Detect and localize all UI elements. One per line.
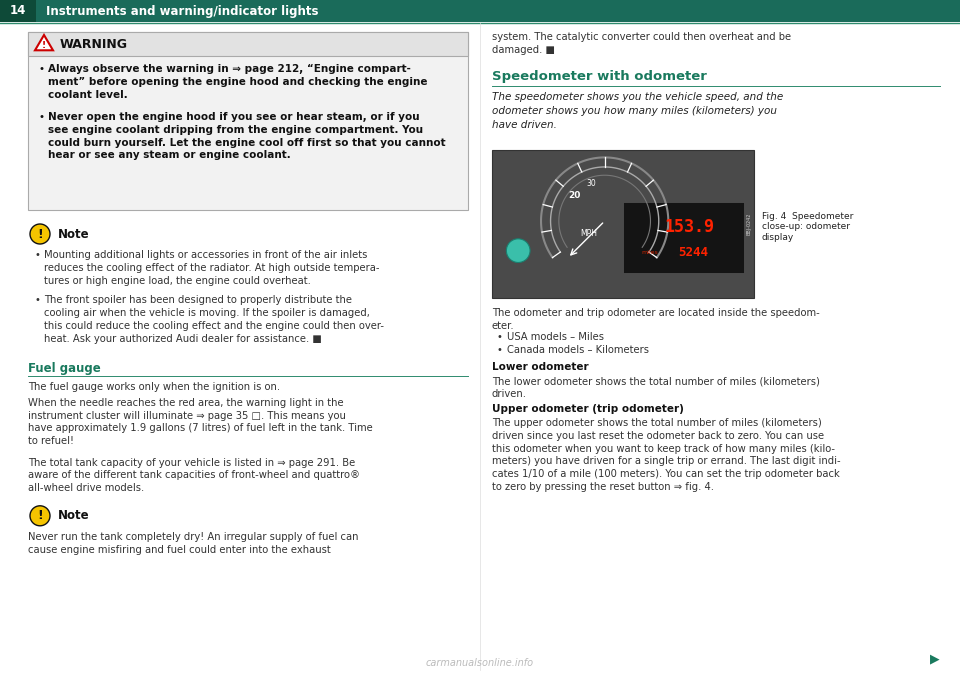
Text: •: • xyxy=(497,332,503,342)
Text: Speedometer with odometer: Speedometer with odometer xyxy=(492,70,707,83)
Text: BBJ-0242: BBJ-0242 xyxy=(747,213,752,235)
Text: The odometer and trip odometer are located inside the speedom-
eter.: The odometer and trip odometer are locat… xyxy=(492,308,820,330)
Circle shape xyxy=(30,506,50,526)
Text: 20: 20 xyxy=(568,191,581,200)
Text: Never open the engine hood if you see or hear steam, or if you
see engine coolan: Never open the engine hood if you see or… xyxy=(48,112,445,160)
Text: !: ! xyxy=(37,228,43,241)
Text: !: ! xyxy=(42,41,46,50)
FancyBboxPatch shape xyxy=(28,32,468,56)
Text: carmanualsonline.info: carmanualsonline.info xyxy=(426,658,534,668)
Text: Instruments and warning/indicator lights: Instruments and warning/indicator lights xyxy=(46,5,319,18)
Text: 30: 30 xyxy=(587,180,596,188)
Text: Fuel gauge: Fuel gauge xyxy=(28,362,101,375)
Text: The upper odometer shows the total number of miles (kilometers)
driven since you: The upper odometer shows the total numbe… xyxy=(492,418,841,492)
Text: Upper odometer (trip odometer): Upper odometer (trip odometer) xyxy=(492,404,684,414)
Text: The front spoiler has been designed to properly distribute the
cooling air when : The front spoiler has been designed to p… xyxy=(44,295,384,343)
Text: 5244: 5244 xyxy=(678,246,708,260)
FancyBboxPatch shape xyxy=(0,0,960,22)
Text: 153.9: 153.9 xyxy=(664,218,714,236)
Text: The fuel gauge works only when the ignition is on.: The fuel gauge works only when the ignit… xyxy=(28,382,280,392)
Text: Lower odometer: Lower odometer xyxy=(492,362,588,372)
Text: MPH: MPH xyxy=(580,229,597,238)
Text: When the needle reaches the red area, the warning light in the
instrument cluste: When the needle reaches the red area, th… xyxy=(28,398,372,446)
Text: The speedometer shows you the vehicle speed, and the
odometer shows you how many: The speedometer shows you the vehicle sp… xyxy=(492,92,783,130)
Circle shape xyxy=(30,224,50,244)
Text: WARNING: WARNING xyxy=(60,37,128,50)
Text: system. The catalytic converter could then overheat and be
damaged. ■: system. The catalytic converter could th… xyxy=(492,32,791,55)
Text: •: • xyxy=(497,345,503,355)
Text: !: ! xyxy=(37,509,43,522)
Text: 14: 14 xyxy=(10,5,26,18)
FancyBboxPatch shape xyxy=(623,202,743,273)
Text: ▶: ▶ xyxy=(930,652,940,665)
FancyBboxPatch shape xyxy=(28,32,468,210)
Text: USA models – Miles: USA models – Miles xyxy=(507,332,604,342)
Text: Fig. 4  Speedometer
close-up: odometer
display: Fig. 4 Speedometer close-up: odometer di… xyxy=(762,212,853,242)
FancyBboxPatch shape xyxy=(0,0,36,22)
Text: Note: Note xyxy=(58,228,89,241)
Text: •: • xyxy=(38,112,44,122)
Text: Canada models – Kilometers: Canada models – Kilometers xyxy=(507,345,649,355)
Text: •: • xyxy=(34,295,40,305)
Text: The total tank capacity of your vehicle is listed in ⇒ page 291. Be
aware of the: The total tank capacity of your vehicle … xyxy=(28,458,360,493)
Text: The lower odometer shows the total number of miles (kilometers)
driven.: The lower odometer shows the total numbe… xyxy=(492,376,820,398)
FancyBboxPatch shape xyxy=(492,150,754,298)
Circle shape xyxy=(506,239,530,262)
Text: Never run the tank completely dry! An irregular supply of fuel can
cause engine : Never run the tank completely dry! An ir… xyxy=(28,532,358,555)
Polygon shape xyxy=(35,35,53,50)
Text: Note: Note xyxy=(58,509,89,522)
Text: •: • xyxy=(38,64,44,74)
Text: miles: miles xyxy=(641,250,658,256)
Text: Always observe the warning in ⇒ page 212, “Engine compart-
ment” before opening : Always observe the warning in ⇒ page 212… xyxy=(48,64,427,99)
Text: Mounting additional lights or accessories in front of the air inlets
reduces the: Mounting additional lights or accessorie… xyxy=(44,250,379,286)
Text: •: • xyxy=(34,250,40,260)
